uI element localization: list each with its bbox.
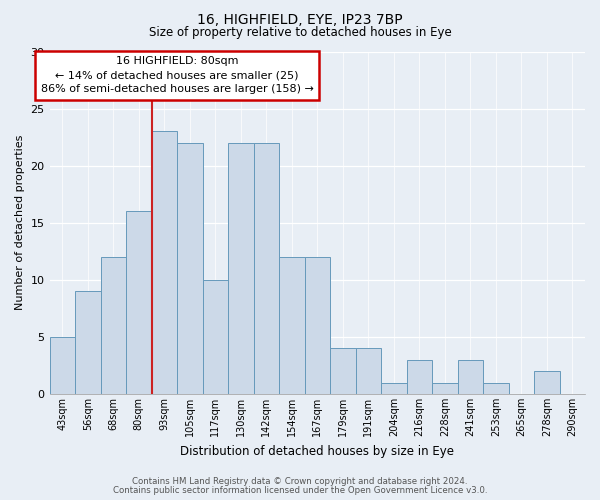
Bar	[330, 348, 356, 394]
Bar	[50, 337, 75, 394]
Text: Contains public sector information licensed under the Open Government Licence v3: Contains public sector information licen…	[113, 486, 487, 495]
Bar	[279, 257, 305, 394]
Bar	[152, 132, 177, 394]
Bar	[381, 382, 407, 394]
Bar	[203, 280, 228, 394]
Text: Size of property relative to detached houses in Eye: Size of property relative to detached ho…	[149, 26, 451, 39]
Bar	[75, 292, 101, 394]
Bar	[356, 348, 381, 394]
Bar	[407, 360, 432, 394]
X-axis label: Distribution of detached houses by size in Eye: Distribution of detached houses by size …	[180, 444, 454, 458]
Bar	[432, 382, 458, 394]
Bar	[534, 371, 560, 394]
Bar	[458, 360, 483, 394]
Y-axis label: Number of detached properties: Number of detached properties	[15, 135, 25, 310]
Bar	[254, 143, 279, 394]
Text: 16 HIGHFIELD: 80sqm
← 14% of detached houses are smaller (25)
86% of semi-detach: 16 HIGHFIELD: 80sqm ← 14% of detached ho…	[41, 56, 313, 94]
Bar	[483, 382, 509, 394]
Bar	[228, 143, 254, 394]
Bar	[177, 143, 203, 394]
Bar	[305, 257, 330, 394]
Text: 16, HIGHFIELD, EYE, IP23 7BP: 16, HIGHFIELD, EYE, IP23 7BP	[197, 12, 403, 26]
Text: Contains HM Land Registry data © Crown copyright and database right 2024.: Contains HM Land Registry data © Crown c…	[132, 477, 468, 486]
Bar	[126, 212, 152, 394]
Bar	[101, 257, 126, 394]
